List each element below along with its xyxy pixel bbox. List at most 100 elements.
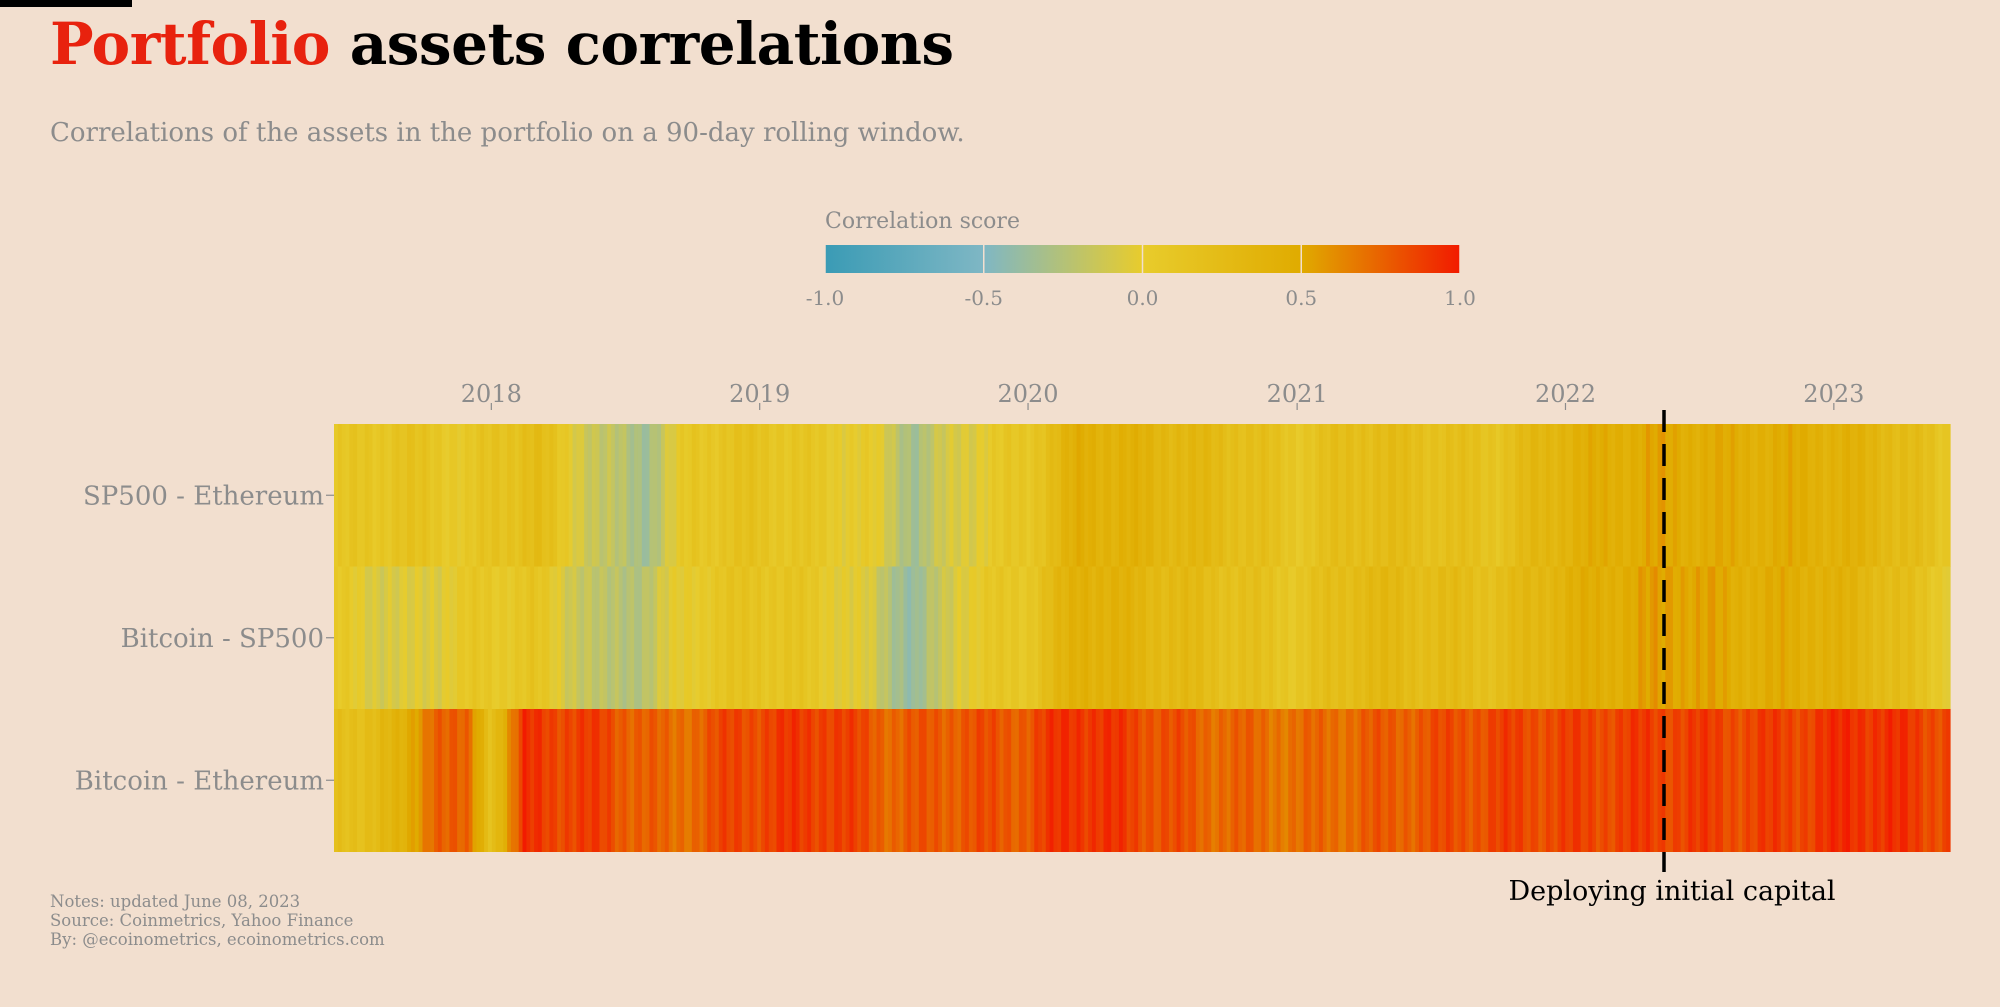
heatmap-cell [595,566,601,710]
heatmap-cell [1072,566,1078,710]
heatmap-cell [968,566,974,710]
heatmap-cell [526,566,531,710]
heatmap-cell [341,424,347,567]
heatmap-cell [753,424,758,567]
heatmap-cell [1765,709,1770,852]
heatmap-cell [1938,709,1943,852]
heatmap-cell [761,424,766,567]
heatmap-cell [399,709,404,852]
heatmap-cell [445,424,451,567]
heatmap-cell [872,566,878,710]
heatmap-cell [1634,709,1639,852]
heatmap-cell [364,566,370,710]
heatmap-cell [699,566,704,710]
heatmap-cell [487,709,493,852]
legend-tick-label: -0.5 [964,286,1003,310]
heatmap-cell [1018,709,1024,852]
heatmap-cell [1457,709,1462,852]
heatmap-cell [1830,424,1836,567]
heatmap-cell [1680,566,1686,710]
heatmap-cell [853,566,858,710]
title-accent: Portfolio [50,10,330,78]
heatmap-cell [464,566,470,710]
heatmap-cell [1672,424,1678,567]
heatmap-cell [1268,566,1274,710]
heatmap-cell [1649,424,1655,567]
heatmap-cell [1769,709,1774,852]
heatmap-cell [1884,566,1890,710]
heatmap-cell [772,709,778,852]
heatmap-cell [1326,709,1332,852]
heatmap-cell [903,709,908,852]
heatmap-cell [464,424,470,567]
heatmap-cell [888,424,893,567]
heatmap-cell [757,566,762,710]
heatmap-cell [1530,424,1536,567]
heatmap-cell [776,424,781,567]
heatmap-cell [741,424,747,567]
heatmap-cell [1334,424,1339,567]
heatmap-cell [753,566,758,710]
heatmap-cell [884,424,889,567]
heatmap-cell [1053,566,1058,710]
heatmap-cell [1161,424,1166,567]
heatmap-cell [707,709,712,852]
heatmap-cell [680,566,685,710]
heatmap-cell [691,424,697,567]
heatmap-cell [514,709,520,852]
heatmap-cell [1519,566,1524,710]
heatmap-cell [653,566,658,710]
heatmap-cell [1469,709,1474,852]
heatmap-cell [661,424,666,567]
heatmap-cell [441,566,447,710]
heatmap-cell [1211,709,1216,852]
heatmap-cell [995,566,1001,710]
heatmap-cell [1384,566,1389,710]
heatmap-cell [399,566,404,710]
heatmap-cell [1034,424,1039,567]
heatmap-cell [622,566,628,710]
heatmap-cell [1130,566,1135,710]
heatmap-cell [1403,566,1409,710]
heatmap-cell [1599,709,1605,852]
heatmap-cell [1176,424,1182,567]
heatmap-cell [838,424,843,567]
heatmap-cell [1072,709,1078,852]
heatmap-cell [1488,424,1493,567]
heatmap-cell [1342,709,1347,852]
heatmap-cell [1572,566,1578,710]
heatmap-cell [1538,566,1543,710]
heatmap-cell [1653,709,1659,852]
heatmap-cell [1068,566,1074,710]
heatmap-cell [1430,709,1436,852]
heatmap-cell [649,424,654,567]
heatmap-cell [1896,424,1901,567]
heatmap-cell [561,566,566,710]
heatmap-cell [1268,709,1274,852]
heatmap-cell [999,709,1005,852]
heatmap-cell [1122,424,1128,567]
heatmap-cell [830,424,835,567]
heatmap-cell [1234,566,1239,710]
heatmap-cell [1530,566,1536,710]
heatmap-cell [1230,566,1235,710]
heatmap-cell [641,424,647,567]
heatmap-cell [818,424,824,567]
heatmap-cell [1253,424,1259,567]
heatmap-cell [1726,566,1732,710]
heatmap-cell [1926,566,1932,710]
heatmap-cell [711,709,716,852]
heatmap-cell [1503,709,1509,852]
heatmap-cell [587,709,593,852]
heatmap-cell [1719,424,1724,567]
heatmap-cell [911,424,916,567]
heatmap-cell [580,424,585,567]
heatmap-cell [1819,709,1824,852]
heatmap-cell [557,566,562,710]
heatmap-cell [1145,709,1151,852]
heatmap-cell [1892,566,1897,710]
heatmap-cell [1376,709,1382,852]
heatmap-cell [1172,709,1178,852]
heatmap-cell [1907,424,1913,567]
heatmap-cell [618,566,624,710]
